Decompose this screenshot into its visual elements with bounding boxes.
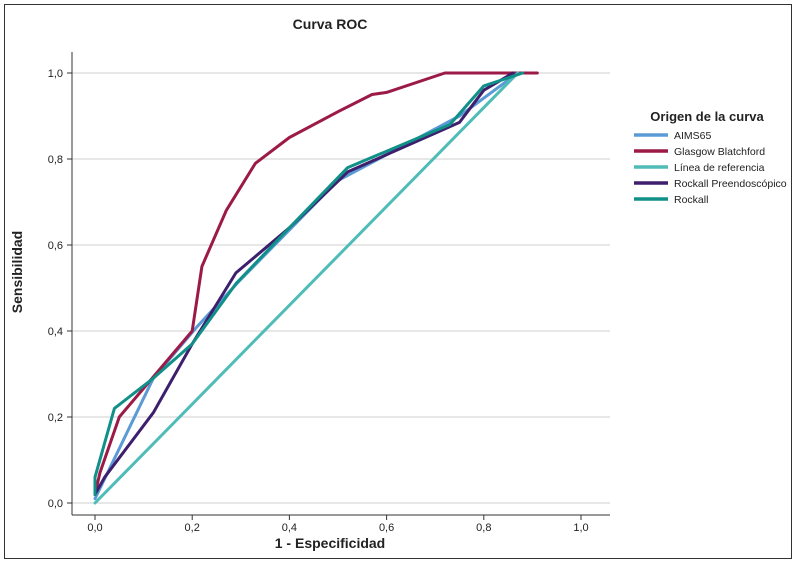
- x-tick-label: 0,2: [185, 522, 200, 534]
- x-tick-label: 0,0: [87, 522, 102, 534]
- y-tick-label: 0,0: [48, 498, 63, 510]
- y-axis-title: Sensibilidad: [9, 231, 25, 313]
- legend-title: Origen de la curva: [650, 109, 764, 124]
- chart-title: Curva ROC: [293, 16, 368, 32]
- legend-label-rockall: Rockall: [674, 194, 708, 206]
- legend-label-linea-de-referencia: Línea de referencia: [674, 162, 765, 174]
- x-tick-label: 0,8: [476, 522, 491, 534]
- y-tick-label: 0,4: [48, 326, 63, 338]
- y-tick-label: 0,2: [48, 412, 63, 424]
- series-line-rockall: [93, 71, 525, 496]
- y-tick-label: 0,8: [48, 154, 63, 166]
- chart-frame: [4, 4, 792, 559]
- x-tick-label: 0,4: [282, 522, 297, 534]
- series-line-linea-de-referencia: [93, 71, 520, 505]
- legend-label-rockall-preendoscopico: Rockall Preendoscópico: [674, 178, 787, 190]
- legend-label-glasgow-blatchford: Glasgow Blatchford: [674, 146, 765, 158]
- grid-lines: [72, 72, 610, 504]
- legend-label-aims65: AIMS65: [674, 130, 712, 142]
- series-line-rockall-preendoscopico: [93, 71, 515, 496]
- x-axis-title: 1 - Especificidad: [275, 535, 385, 551]
- legend-items: AIMS65 Glasgow Blatchford Línea de referen…: [634, 130, 787, 206]
- series-line-glasgow-blatchford: [93, 71, 539, 496]
- axes: 0,0 0,2 0,4 0,6 0,8 1,0 0,0 0,2 0,4 0,6 0,8 1,0: [48, 52, 610, 534]
- y-tick-label: 0,6: [48, 240, 63, 252]
- x-tick-label: 0,6: [379, 522, 394, 534]
- x-tick-label: 1,0: [573, 522, 588, 534]
- legend: Origen de la curva AIMS65 Glasgow Blatchf…: [634, 109, 787, 206]
- series-lines: [93, 71, 539, 505]
- y-tick-label: 1,0: [48, 68, 63, 80]
